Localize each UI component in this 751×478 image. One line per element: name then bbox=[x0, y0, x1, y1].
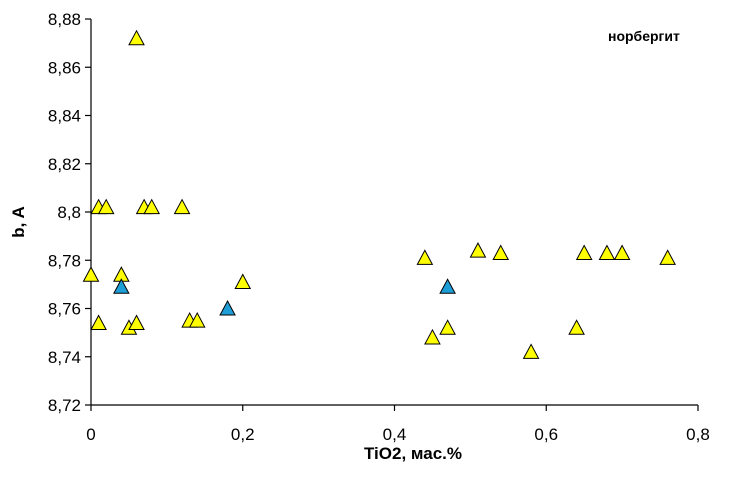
data-point-yellow bbox=[90, 314, 107, 330]
data-point-yellow bbox=[97, 198, 115, 215]
y-axis: 8,72 8,74 8,76 8,78 8,8 8,82 8,84 8,86 8,88 bbox=[48, 10, 92, 415]
data-point-blue bbox=[113, 278, 130, 294]
y-tick-label: 8,74 bbox=[48, 348, 81, 367]
data-point-yellow bbox=[188, 312, 206, 328]
data-point-yellow bbox=[575, 244, 593, 261]
data-point-yellow bbox=[128, 29, 145, 46]
x-tick-label: 0,8 bbox=[686, 425, 710, 444]
data-point-yellow bbox=[522, 343, 540, 359]
x-axis-title: TiO2, мас.% bbox=[364, 444, 462, 463]
y-axis-title: b, A bbox=[9, 206, 28, 237]
y-tick-label: 8,82 bbox=[48, 155, 81, 174]
data-point-yellow bbox=[143, 198, 161, 215]
data-point-yellow bbox=[128, 314, 145, 330]
y-tick-label: 8,88 bbox=[48, 10, 81, 29]
data-points bbox=[82, 29, 676, 359]
data-point-yellow bbox=[424, 328, 441, 345]
data-point-yellow bbox=[173, 198, 191, 215]
data-point-yellow bbox=[234, 273, 252, 289]
chart-annotation: норбергит bbox=[608, 28, 680, 44]
data-point-yellow bbox=[492, 244, 510, 261]
data-point-yellow bbox=[598, 244, 616, 261]
x-tick-label: 0,6 bbox=[534, 425, 558, 444]
data-point-yellow bbox=[659, 249, 676, 265]
data-point-blue bbox=[219, 299, 236, 316]
y-tick-label: 8,76 bbox=[48, 300, 81, 319]
data-point-yellow bbox=[439, 319, 456, 335]
x-axis: 0 0,2 0,4 0,6 0,8 bbox=[86, 404, 710, 444]
data-point-yellow bbox=[416, 249, 434, 265]
y-tick-label: 8,8 bbox=[57, 203, 81, 222]
data-point-blue bbox=[439, 278, 456, 294]
data-point-yellow bbox=[469, 242, 487, 258]
data-point-yellow bbox=[613, 244, 631, 261]
x-tick-label: 0,2 bbox=[231, 425, 255, 444]
y-tick-label: 8,86 bbox=[48, 58, 81, 77]
x-tick-label: 0,4 bbox=[383, 425, 407, 444]
x-tick-label: 0 bbox=[86, 425, 95, 444]
y-tick-label: 8,72 bbox=[48, 396, 81, 415]
y-tick-label: 8,84 bbox=[48, 107, 81, 126]
data-point-yellow bbox=[82, 266, 100, 282]
data-point-yellow bbox=[568, 319, 585, 335]
y-tick-label: 8,78 bbox=[48, 251, 81, 270]
